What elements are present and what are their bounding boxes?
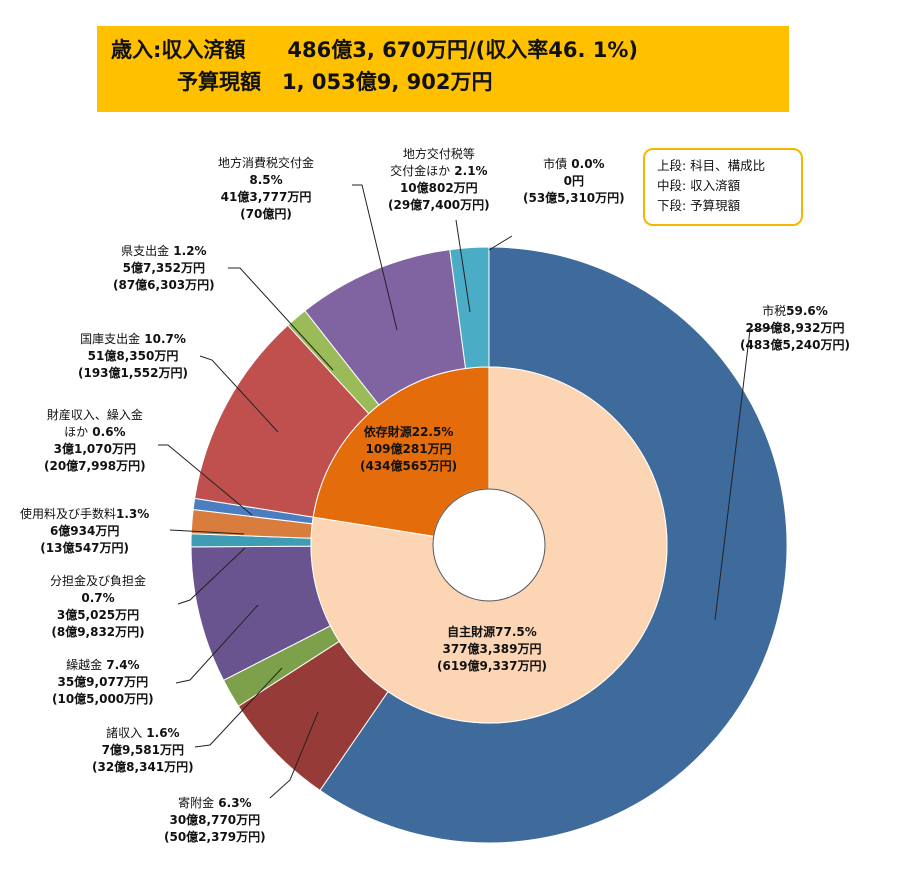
- label-share: 1.3%: [116, 507, 150, 521]
- label-name: 県支出金: [121, 244, 170, 258]
- label-shoshunyu: 諸収入 1.6% 7億9,581万円 (32億8,341万円): [92, 725, 194, 776]
- label-name: 地方消費税交付金: [218, 156, 315, 170]
- donut-hole: [432, 488, 546, 602]
- label-budget: (50億2,379万円): [164, 830, 266, 844]
- label-name: 自主財源: [447, 625, 496, 639]
- label-actual: 109億281万円: [365, 442, 452, 456]
- label-actual: 35億9,077万円: [57, 675, 149, 689]
- label-budget: (193億1,552万円): [78, 366, 188, 380]
- label-name-cont: 交付金ほか: [390, 164, 451, 178]
- label-budget: (619億9,337万円): [437, 659, 547, 673]
- label-actual: 377億3,389万円: [442, 642, 542, 656]
- label-share: 8.5%: [249, 173, 283, 187]
- label-budget: (87億6,303万円): [113, 278, 215, 292]
- label-share: 1.6%: [146, 726, 180, 740]
- label-name: 諸収入: [106, 726, 143, 740]
- label-name: 依存財源: [363, 425, 412, 439]
- label-name-cont: ほか: [64, 425, 89, 439]
- legend-line-bottom: 下段: 予算現額: [657, 198, 741, 213]
- label-budget: (10億5,000万円): [52, 692, 154, 706]
- label-actual: 289億8,932万円: [745, 321, 845, 335]
- label-budget: (29億7,400万円): [388, 198, 490, 212]
- label-name: 市債: [543, 157, 568, 171]
- label-budget: (32億8,341万円): [92, 760, 194, 774]
- label-actual: 0円: [563, 174, 584, 188]
- label-name: 分担金及び負担金: [50, 574, 147, 588]
- label-share: 0.7%: [81, 591, 115, 605]
- leader-line-8: [228, 267, 334, 371]
- label-buntankin: 分担金及び負担金 0.7% 3億5,025万円 (8億9,832万円): [50, 573, 146, 641]
- label-share: 77.5%: [495, 625, 537, 639]
- leader-line-2: [194, 667, 283, 748]
- label-share: 2.1%: [454, 164, 488, 178]
- label-ken: 県支出金 1.2% 5億7,352万円 (87億6,303万円): [113, 243, 215, 294]
- label-budget: (434億565万円): [360, 459, 458, 473]
- label-shohizei: 地方消費税交付金 8.5% 41億3,777万円 (70億円): [218, 155, 314, 223]
- banner-budget-line: 予算現額 1, 053億9, 902万円: [177, 70, 493, 94]
- label-actual: 10億802万円: [399, 181, 478, 195]
- label-share: 6.3%: [218, 796, 252, 810]
- label-name: 繰越金: [66, 658, 103, 672]
- label-name: 寄附金: [178, 796, 215, 810]
- legend-line-top: 上段: 科目、構成比: [657, 158, 766, 173]
- leader-line-3: [175, 604, 259, 684]
- label-share: 22.5%: [411, 425, 454, 439]
- label-shizei: 市税59.6% 289億8,932万円 (483億5,240万円): [740, 303, 850, 354]
- label-kifukin: 寄附金 6.3% 30億8,770万円 (50億2,379万円): [164, 795, 266, 846]
- label-share: 0.6%: [92, 425, 126, 439]
- label-budget: (70億円): [240, 207, 292, 221]
- label-actual: 41億3,777万円: [220, 190, 312, 204]
- label-share: 1.2%: [173, 244, 207, 258]
- label-share: 10.7%: [144, 332, 186, 346]
- label-budget: (53億5,310万円): [523, 191, 625, 205]
- label-budget: (20億7,998万円): [44, 459, 146, 473]
- label-actual: 6億934万円: [49, 524, 120, 538]
- label-zaisan: 財産収入、繰入金 ほか 0.6% 3億1,070万円 (20億7,998万円): [44, 407, 146, 475]
- leader-lines: [158, 184, 776, 799]
- label-share: 7.4%: [106, 658, 140, 672]
- label-actual: 5億7,352万円: [122, 261, 205, 275]
- label-name: 国庫支出金: [80, 332, 141, 346]
- label-shiyoryo: 使用料及び手数料1.3% 6億934万円 (13億547万円): [20, 506, 149, 557]
- leader-line-4: [177, 547, 246, 605]
- label-share: 59.6%: [786, 304, 828, 318]
- leader-line-1: [269, 711, 319, 799]
- banner-revenue-line: 歳入:収入済額 486億3, 670万円/(収入率46. 1%): [111, 38, 638, 62]
- legend-box: 上段: 科目、構成比 中段: 収入済額 下段: 予算現額: [643, 148, 803, 226]
- leader-line-5: [169, 529, 245, 535]
- label-name: 使用料及び手数料: [20, 507, 117, 521]
- label-kokko: 国庫支出金 10.7% 51億8,350万円 (193億1,552万円): [78, 331, 188, 382]
- outer-ring: [190, 246, 788, 844]
- label-name: 地方交付税等: [402, 147, 475, 161]
- label-actual: 30億8,770万円: [169, 813, 261, 827]
- label-share: 0.0%: [571, 157, 605, 171]
- label-actual: 3億1,070万円: [53, 442, 136, 456]
- leader-line-6: [158, 444, 253, 516]
- leader-line-10: [455, 219, 471, 313]
- label-actual: 7億9,581万円: [101, 743, 184, 757]
- label-kofuzei: 地方交付税等 交付金ほか 2.1% 10億802万円 (29億7,400万円): [388, 146, 490, 214]
- leader-line-0: [714, 327, 776, 621]
- leader-line-9: [352, 184, 398, 331]
- label-name: 市税: [762, 304, 787, 318]
- label-name: 財産収入、繰入金: [46, 408, 143, 422]
- label-budget: (8億9,832万円): [51, 625, 145, 639]
- label-budget: (13億547万円): [40, 541, 129, 555]
- label-budget: (483億5,240万円): [740, 338, 850, 352]
- label-jishu-zaigen: 自主財源77.5% 377億3,389万円 (619億9,337万円): [437, 624, 547, 675]
- label-actual: 3億5,025万円: [56, 608, 140, 622]
- label-shisai: 市債 0.0% 0円 (53億5,310万円): [523, 156, 625, 207]
- leader-line-11: [488, 235, 513, 251]
- summary-banner: 歳入:収入済額 486億3, 670万円/(収入率46. 1%) 予算現額 1,…: [97, 26, 789, 112]
- leader-line-7: [199, 355, 279, 433]
- label-izon-zaigen: 依存財源22.5% 109億281万円 (434億565万円): [360, 424, 457, 475]
- label-actual: 51億8,350万円: [87, 349, 179, 363]
- legend-line-middle: 中段: 収入済額: [657, 178, 741, 193]
- label-kurikoshikin: 繰越金 7.4% 35億9,077万円 (10億5,000万円): [52, 657, 154, 708]
